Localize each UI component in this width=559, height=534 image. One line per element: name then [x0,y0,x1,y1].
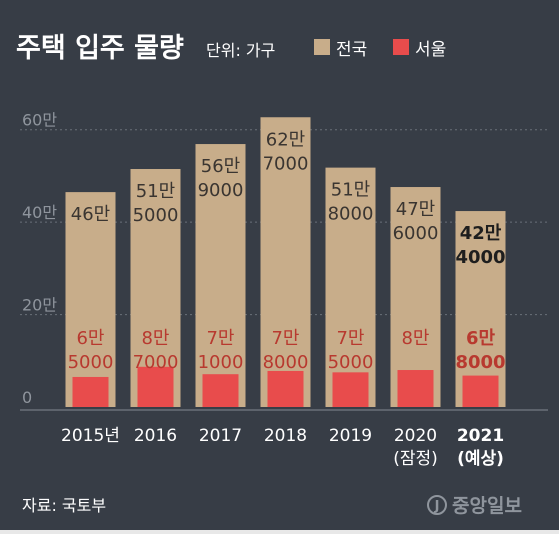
bar-seoul [332,372,369,407]
y-tick-label: 20만 [22,296,57,315]
bar-seoul [267,370,304,407]
data-label-national: 56만 [201,156,240,177]
x-tick-label: 2019 [329,426,372,446]
data-label-seoul: 6만 [76,328,104,349]
source-note: 자료: 국토부 [22,496,106,515]
x-tick-label: 2021 [457,426,504,446]
brand-logo: J 중앙일보 [427,495,522,517]
data-label-seoul: 8만 [141,328,169,349]
data-label-seoul: 7만 [206,328,234,349]
data-label-national: 4000 [455,247,505,268]
data-label-national: 6000 [393,223,439,244]
brand-logo-mark: J [434,499,440,514]
data-label-seoul: 6만 [466,328,496,349]
axis-labels: 0 20만 40만 60만 2015년 2016 2017 2018 2019 2020 (잠정) 2… [22,111,504,469]
chart-title: 주택 입주 물량 [16,33,184,64]
legend-swatch-national [314,39,330,55]
data-label-national: 42만 [460,223,502,244]
legend-label-seoul: 서울 [415,40,446,60]
bar-national [260,117,311,407]
x-tick-label: 2020 [394,426,437,446]
legend: 전국 서울 [314,39,446,60]
x-tick-sublabel: (예상) [457,449,504,469]
data-labels: 46만 6만 5000 51만 5000 8만 7000 56만 9000 7만 1000 62만 70… [68,129,506,373]
data-label-national: 9000 [198,180,244,201]
bar-national [195,144,246,407]
data-label-seoul: 7만 [271,328,299,349]
x-tick-sublabel: (잠정) [393,449,438,469]
data-label-seoul: 8000 [263,352,309,373]
data-label-seoul: 7만 [336,328,364,349]
y-tick-label: 40만 [22,203,57,222]
bar-seoul [72,376,109,407]
data-label-seoul: 1000 [198,352,244,373]
bar-seoul [137,366,174,407]
bars [65,117,506,407]
data-label-national: 5000 [133,205,179,226]
legend-swatch-seoul [393,39,409,55]
data-label-national: 7000 [263,153,309,174]
data-label-national: 47만 [396,199,435,220]
x-tick-label: 2016 [134,426,177,446]
x-tick-label: 2017 [199,426,242,446]
data-label-national: 51만 [331,180,370,201]
y-tick-label: 0 [22,388,32,407]
data-label-national: 46만 [71,204,110,225]
brand-logo-icon [427,495,447,515]
x-tick-label: 2018 [264,426,307,446]
x-tick-label: 2015년 [61,426,120,446]
unit-label: 단위: 가구 [206,41,275,60]
legend-label-national: 전국 [336,40,367,60]
data-label-national: 51만 [136,181,175,202]
data-label-seoul: 8만 [401,328,429,349]
y-tick-label: 60만 [22,111,57,130]
data-label-seoul: 7000 [133,352,179,373]
bar-seoul [202,374,239,407]
bar-seoul [397,370,434,407]
bar-seoul [462,375,499,407]
data-label-seoul: 8000 [455,352,505,373]
brand-name: 중앙일보 [452,495,522,517]
data-label-seoul: 5000 [68,352,114,373]
data-label-seoul: 5000 [328,352,374,373]
data-label-national: 8000 [328,204,374,225]
bar-national [65,192,116,407]
bar-national [325,167,376,407]
bar-national [455,211,506,407]
data-label-national: 62만 [266,129,305,150]
